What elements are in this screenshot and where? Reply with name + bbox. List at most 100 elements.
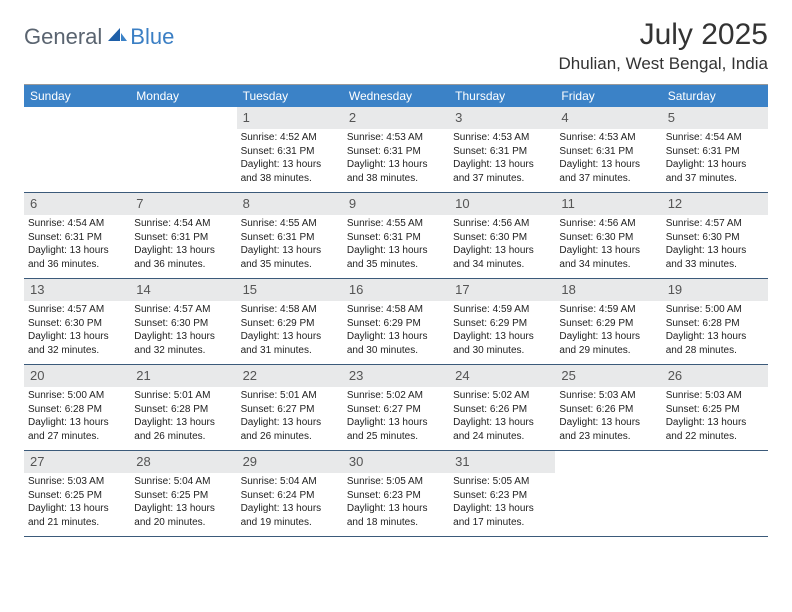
sunrise-text: Sunrise: 4:59 AM (453, 303, 551, 317)
day-number-bar: 10 (449, 193, 555, 215)
day-number-bar: 8 (237, 193, 343, 215)
daylight-text: Daylight: 13 hours and 25 minutes. (347, 416, 445, 443)
daylight-text: Daylight: 13 hours and 36 minutes. (28, 244, 126, 271)
sunrise-text: Sunrise: 5:01 AM (134, 389, 232, 403)
sunset-text: Sunset: 6:31 PM (134, 231, 232, 245)
day-number-bar: 29 (237, 451, 343, 473)
sunset-text: Sunset: 6:30 PM (134, 317, 232, 331)
daylight-text: Daylight: 13 hours and 37 minutes. (666, 158, 764, 185)
sunset-text: Sunset: 6:30 PM (559, 231, 657, 245)
weekday-row: SundayMondayTuesdayWednesdayThursdayFrid… (24, 85, 768, 107)
sunrise-text: Sunrise: 5:02 AM (453, 389, 551, 403)
day-number-bar: 30 (343, 451, 449, 473)
sunset-text: Sunset: 6:25 PM (134, 489, 232, 503)
day-number: 13 (30, 282, 44, 297)
day-cell (555, 451, 661, 537)
day-number-bar: 2 (343, 107, 449, 129)
weekday-header: Tuesday (237, 85, 343, 107)
logo: General Blue (24, 18, 174, 50)
day-number: 27 (30, 454, 44, 469)
daylight-text: Daylight: 13 hours and 20 minutes. (134, 502, 232, 529)
day-cell: 28Sunrise: 5:04 AMSunset: 6:25 PMDayligh… (130, 451, 236, 537)
daylight-text: Daylight: 13 hours and 37 minutes. (453, 158, 551, 185)
day-body: Sunrise: 4:54 AMSunset: 6:31 PMDaylight:… (130, 215, 236, 275)
day-cell: 3Sunrise: 4:53 AMSunset: 6:31 PMDaylight… (449, 107, 555, 193)
day-body: Sunrise: 5:04 AMSunset: 6:24 PMDaylight:… (237, 473, 343, 533)
day-number: 29 (243, 454, 257, 469)
sunset-text: Sunset: 6:27 PM (347, 403, 445, 417)
sunrise-text: Sunrise: 4:57 AM (666, 217, 764, 231)
day-number-bar: 27 (24, 451, 130, 473)
daylight-text: Daylight: 13 hours and 30 minutes. (347, 330, 445, 357)
day-cell: 4 Sunrise: 4:53 AMSunset: 6:31 PMDaylight… (555, 107, 661, 193)
sunset-text: Sunset: 6:29 PM (559, 317, 657, 331)
day-cell: 31Sunrise: 5:05 AMSunset: 6:23 PMDayligh… (449, 451, 555, 537)
day-number-bar: 18 (555, 279, 661, 301)
weekday-header: Wednesday (343, 85, 449, 107)
day-body: Sunrise: 4:57 AMSunset: 6:30 PMDaylight:… (130, 301, 236, 361)
day-body: Sunrise: 4:56 AMSunset: 6:30 PMDaylight:… (555, 215, 661, 275)
day-body: Sunrise: 5:03 AMSunset: 6:25 PMDaylight:… (662, 387, 768, 447)
sunrise-text: Sunrise: 4:55 AM (347, 217, 445, 231)
daylight-text: Daylight: 13 hours and 38 minutes. (347, 158, 445, 185)
month-title: July 2025 (559, 18, 768, 52)
sunset-text: Sunset: 6:28 PM (28, 403, 126, 417)
sunset-text: Sunset: 6:28 PM (134, 403, 232, 417)
day-body: Sunrise: 4:53 AMSunset: 6:31 PMDaylight:… (343, 129, 449, 189)
day-body: Sunrise: 4:57 AMSunset: 6:30 PMDaylight:… (662, 215, 768, 275)
day-number: 10 (455, 196, 469, 211)
weekday-header: Saturday (662, 85, 768, 107)
week-row: 13Sunrise: 4:57 AMSunset: 6:30 PMDayligh… (24, 279, 768, 365)
day-body: Sunrise: 4:53 AMSunset: 6:31 PMDaylight:… (555, 129, 661, 189)
day-body: Sunrise: 5:02 AMSunset: 6:26 PMDaylight:… (449, 387, 555, 447)
day-number: 2 (349, 110, 356, 125)
location: Dhulian, West Bengal, India (559, 54, 768, 74)
day-number: 8 (243, 196, 250, 211)
day-cell (662, 451, 768, 537)
day-cell: 26Sunrise: 5:03 AMSunset: 6:25 PMDayligh… (662, 365, 768, 451)
day-number-bar: 22 (237, 365, 343, 387)
day-number: 25 (561, 368, 575, 383)
day-number: 1 (243, 110, 250, 125)
daylight-text: Daylight: 13 hours and 19 minutes. (241, 502, 339, 529)
day-body: Sunrise: 4:58 AMSunset: 6:29 PMDaylight:… (343, 301, 449, 361)
day-number-bar: 25 (555, 365, 661, 387)
day-number: 4 (561, 110, 568, 125)
day-number: 22 (243, 368, 257, 383)
day-number: 17 (455, 282, 469, 297)
sunrise-text: Sunrise: 5:04 AM (241, 475, 339, 489)
day-number: 20 (30, 368, 44, 383)
sunrise-text: Sunrise: 4:57 AM (134, 303, 232, 317)
sunrise-text: Sunrise: 4:52 AM (241, 131, 339, 145)
day-number-bar: 16 (343, 279, 449, 301)
day-number-bar: 17 (449, 279, 555, 301)
day-cell: 27 Sunrise: 5:03 AMSunset: 6:25 PMDayligh… (24, 451, 130, 537)
sunrise-text: Sunrise: 4:53 AM (559, 131, 657, 145)
day-number-bar: 24 (449, 365, 555, 387)
day-number-bar: 19 (662, 279, 768, 301)
day-number-bar: 5 (662, 107, 768, 129)
day-cell: 20Sunrise: 5:00 AMSunset: 6:28 PMDayligh… (24, 365, 130, 451)
day-cell: 10Sunrise: 4:56 AMSunset: 6:30 PMDayligh… (449, 193, 555, 279)
day-number: 21 (136, 368, 150, 383)
day-cell: 25Sunrise: 5:03 AMSunset: 6:26 PMDayligh… (555, 365, 661, 451)
daylight-text: Daylight: 13 hours and 26 minutes. (134, 416, 232, 443)
day-body: Sunrise: 5:05 AMSunset: 6:23 PMDaylight:… (343, 473, 449, 533)
sunrise-text: Sunrise: 5:03 AM (559, 389, 657, 403)
sunrise-text: Sunrise: 4:54 AM (28, 217, 126, 231)
daylight-text: Daylight: 13 hours and 26 minutes. (241, 416, 339, 443)
day-body: Sunrise: 5:01 AMSunset: 6:27 PMDaylight:… (237, 387, 343, 447)
day-number-bar: 21 (130, 365, 236, 387)
day-cell: 18Sunrise: 4:59 AMSunset: 6:29 PMDayligh… (555, 279, 661, 365)
sunrise-text: Sunrise: 4:53 AM (347, 131, 445, 145)
day-number: 12 (668, 196, 682, 211)
day-number: 6 (30, 196, 37, 211)
day-number-bar: 14 (130, 279, 236, 301)
day-cell: 14Sunrise: 4:57 AMSunset: 6:30 PMDayligh… (130, 279, 236, 365)
daylight-text: Daylight: 13 hours and 35 minutes. (241, 244, 339, 271)
day-body: Sunrise: 4:54 AMSunset: 6:31 PMDaylight:… (24, 215, 130, 275)
day-body: Sunrise: 4:53 AMSunset: 6:31 PMDaylight:… (449, 129, 555, 189)
day-body: Sunrise: 5:01 AMSunset: 6:28 PMDaylight:… (130, 387, 236, 447)
day-body: Sunrise: 5:03 AMSunset: 6:25 PMDaylight:… (24, 473, 130, 533)
day-cell: 5Sunrise: 4:54 AMSunset: 6:31 PMDaylight… (662, 107, 768, 193)
